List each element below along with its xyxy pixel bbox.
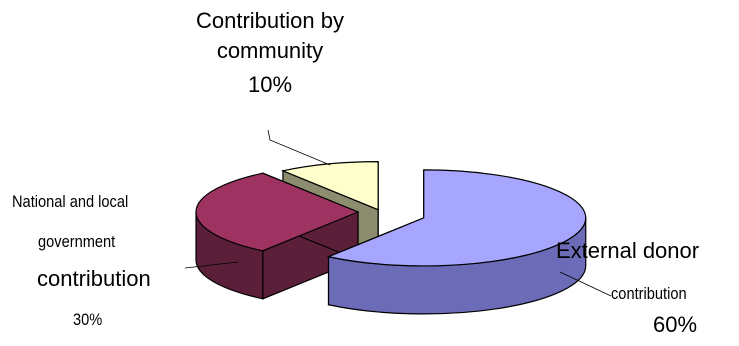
donor-leader-line (559, 271, 612, 297)
pie-slice-donor (326, 169, 587, 315)
donor-label-line-1: External donor (556, 238, 700, 263)
government-percent-label: 30% (73, 310, 103, 329)
government-label-line-3: contribution (37, 266, 151, 291)
pie-slice-government (195, 172, 360, 300)
government-label-line-1: National and local (12, 192, 129, 211)
donor-label-line-2: contribution (611, 284, 687, 303)
pie-slice-donor-top (326, 169, 587, 267)
community-percent-label: 10% (247, 71, 293, 97)
community-leader-line (267, 129, 331, 166)
government-label-line-2: government (38, 232, 116, 251)
donor-percent-label: 60% (653, 312, 698, 337)
community-label-line-1: Contribution by (196, 8, 344, 33)
community-label-line-2: community (216, 38, 324, 64)
government-leader-line (184, 261, 239, 269)
pie-slice-government-top (195, 172, 360, 252)
